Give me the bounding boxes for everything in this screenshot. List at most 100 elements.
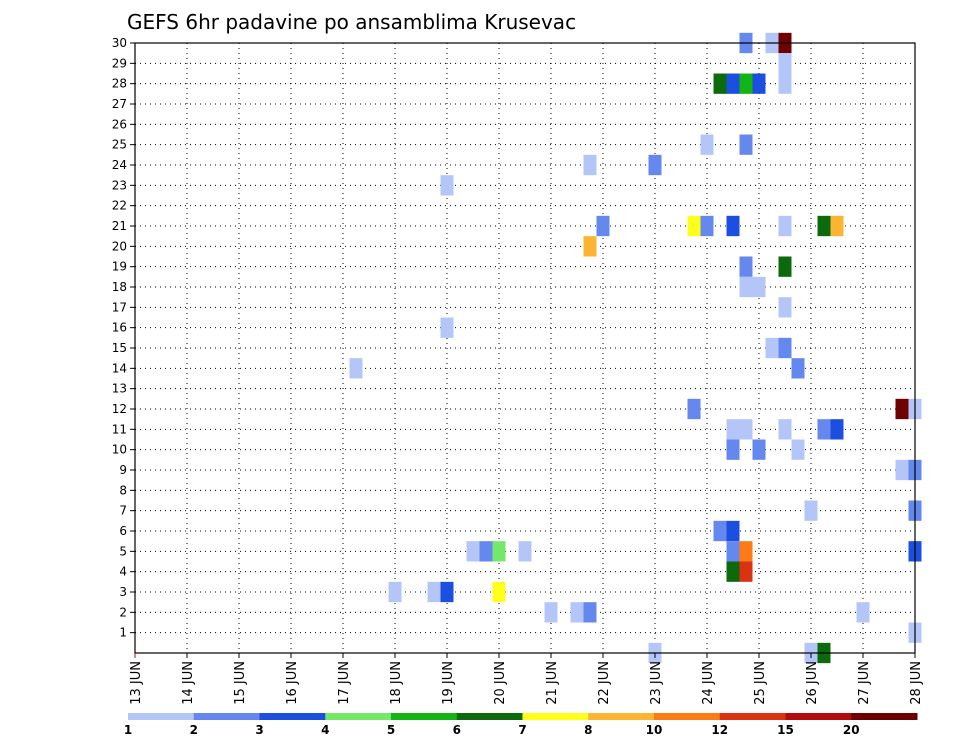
data-cell	[739, 256, 753, 277]
data-cell	[778, 297, 792, 318]
data-cell	[440, 317, 454, 338]
y-tick-label: 23	[112, 178, 127, 192]
y-tick-label: 1	[119, 626, 127, 640]
data-cell	[726, 215, 740, 237]
legend-swatch	[719, 713, 786, 720]
y-tick-label: 21	[112, 219, 127, 233]
data-cell	[778, 215, 792, 237]
legend-label: 1	[124, 723, 132, 737]
data-cell	[492, 541, 506, 562]
data-cell	[583, 602, 597, 623]
legend-label: 3	[255, 723, 263, 737]
data-cell	[830, 419, 844, 440]
data-cell	[791, 439, 805, 460]
data-cell	[778, 419, 792, 440]
data-cell	[349, 358, 363, 379]
data-cell	[518, 541, 532, 562]
y-tick-label: 13	[112, 382, 127, 396]
data-cell	[817, 215, 831, 237]
legend-label: 7	[518, 723, 526, 737]
y-tick-label: 26	[112, 117, 127, 131]
data-cell	[752, 73, 766, 94]
y-tick-label: 25	[112, 138, 127, 152]
y-tick-label: 22	[112, 199, 127, 213]
legend-swatch	[128, 713, 195, 720]
data-cell	[713, 73, 727, 94]
y-tick-label: 4	[119, 565, 127, 579]
data-cell	[856, 602, 870, 623]
y-tick-label: 19	[112, 260, 127, 274]
y-tick-label: 20	[112, 239, 127, 253]
data-cell	[570, 602, 584, 623]
legend-label: 15	[777, 723, 794, 737]
x-tick-label: 27 JUN	[857, 661, 872, 705]
data-cell	[752, 439, 766, 460]
y-tick-label: 17	[112, 300, 127, 314]
x-tick-label: 14 JUN	[181, 661, 196, 705]
data-cell	[388, 581, 402, 603]
data-cell	[895, 459, 909, 481]
data-cell	[791, 358, 805, 379]
data-cell	[778, 256, 792, 277]
x-tick-label: 20 JUN	[493, 661, 508, 705]
y-tick-label: 6	[119, 524, 127, 538]
y-tick-label: 8	[119, 483, 127, 497]
data-cell	[804, 500, 818, 521]
legend-label: 12	[711, 723, 728, 737]
y-tick-label: 15	[112, 341, 127, 355]
data-cell	[440, 581, 454, 603]
x-tick-label: 13 JUN	[129, 661, 144, 705]
data-cell	[739, 541, 753, 562]
data-cell	[596, 215, 610, 237]
data-cell	[726, 439, 740, 460]
data-cell	[726, 541, 740, 562]
data-cell	[739, 73, 753, 94]
data-cell	[778, 337, 792, 359]
data-cell	[778, 73, 792, 94]
data-cell	[739, 276, 753, 298]
legend-label: 4	[321, 723, 329, 737]
legend-swatch	[193, 713, 260, 720]
y-tick-label: 5	[119, 544, 127, 558]
chart-title: GEFS 6hr padavine po ansamblima Krusevac	[127, 10, 576, 34]
data-cell	[479, 541, 493, 562]
data-cell	[687, 398, 701, 420]
data-cell	[700, 215, 714, 237]
x-tick-label: 23 JUN	[649, 661, 664, 705]
y-tick-label: 29	[112, 56, 127, 70]
x-tick-label: 17 JUN	[337, 661, 352, 705]
x-tick-label: 19 JUN	[441, 661, 456, 705]
legend-label: 6	[453, 723, 461, 737]
x-tick-label: 15 JUN	[233, 661, 248, 705]
data-cell	[830, 215, 844, 237]
y-tick-label: 10	[112, 443, 127, 457]
legend-label: 8	[584, 723, 592, 737]
data-cell	[817, 419, 831, 440]
data-cell	[752, 276, 766, 298]
data-cell	[726, 419, 740, 440]
data-cell	[687, 215, 701, 237]
x-axis: 13 JUN 14 JUN 15 JUN 16 JUN 17 JUN 18 JUN 19 J…	[129, 653, 924, 705]
y-tick-label: 9	[119, 463, 127, 477]
y-tick-label: 2	[119, 605, 127, 619]
data-cell	[739, 419, 753, 440]
legend-label: 10	[646, 723, 663, 737]
data-cell	[583, 154, 597, 176]
legend-swatch	[391, 713, 458, 720]
y-tick-label: 14	[112, 361, 127, 375]
x-tick-label: 26 JUN	[805, 661, 820, 705]
data-cell	[726, 561, 740, 582]
x-tick-label: 28 JUN	[909, 661, 924, 705]
legend-label: 20	[843, 723, 860, 737]
data-cell	[726, 520, 740, 542]
data-cell	[739, 561, 753, 582]
data-cell	[895, 398, 909, 420]
y-tick-label: 24	[112, 158, 127, 172]
legend-swatch	[785, 713, 852, 720]
color-legend: 1 2 3 4 5 6 7 8 10 12 15 20	[124, 713, 918, 737]
legend-swatch	[851, 713, 918, 720]
y-tick-label: 11	[112, 422, 127, 436]
data-cell	[713, 520, 727, 542]
data-cell	[765, 337, 779, 359]
